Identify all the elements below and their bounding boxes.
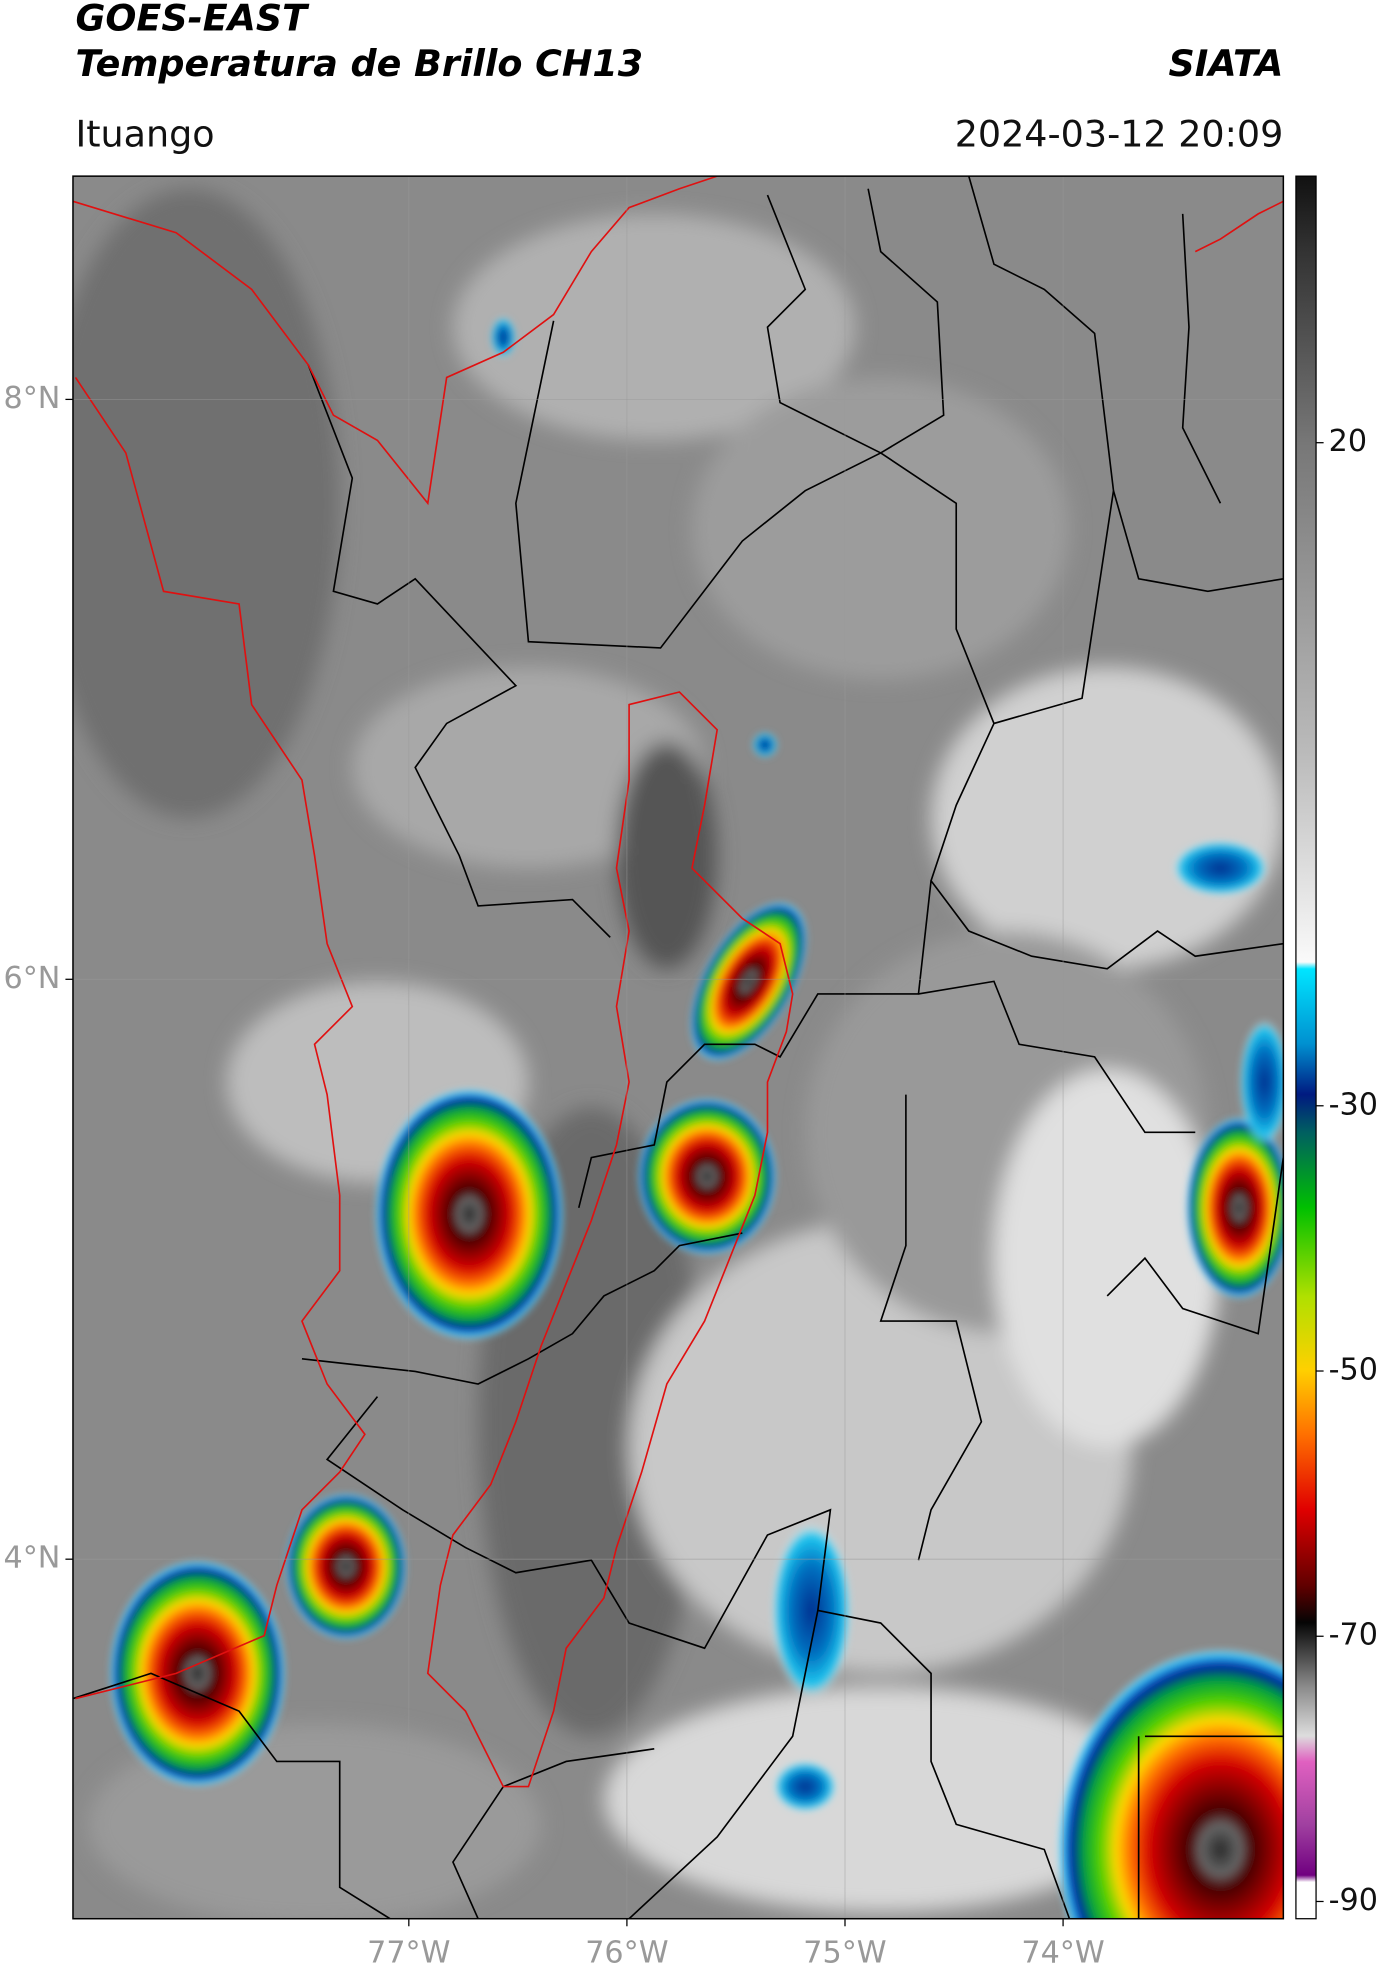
datetime: 2024-03-12 20:09 (955, 112, 1284, 155)
convective-cells (109, 317, 1284, 1919)
map (72, 176, 1284, 1919)
colorbar-tick-label: -50 (1329, 1353, 1378, 1388)
lon-tick-label: 76°W (585, 1935, 668, 1970)
title: GOES-EAST (75, 0, 310, 40)
colorbar-tick-label: -90 (1329, 1883, 1378, 1918)
region: Ituango (75, 112, 214, 155)
lat-tick-label: 8°N (4, 381, 61, 416)
lon-tick-label: 75°W (803, 1935, 886, 1970)
graticule (72, 176, 1284, 1919)
lat-tick-label: 4°N (4, 1541, 61, 1576)
map-frame (72, 175, 1285, 1920)
colorbar-tick-label: -70 (1329, 1618, 1378, 1653)
lon-tick-label: 74°W (1021, 1935, 1104, 1970)
lon-tick-label: 77°W (367, 1935, 450, 1970)
subtitle: Temperatura de Brillo CH13 (75, 42, 643, 85)
colorbar (1295, 175, 1317, 1920)
lat-tick-label: 6°N (4, 961, 61, 996)
colorbar-tick-label: 20 (1329, 424, 1367, 459)
organization: SIATA (1168, 42, 1283, 85)
coastline-and-basin (72, 176, 1284, 1788)
colorbar-tick-label: -30 (1329, 1087, 1378, 1122)
